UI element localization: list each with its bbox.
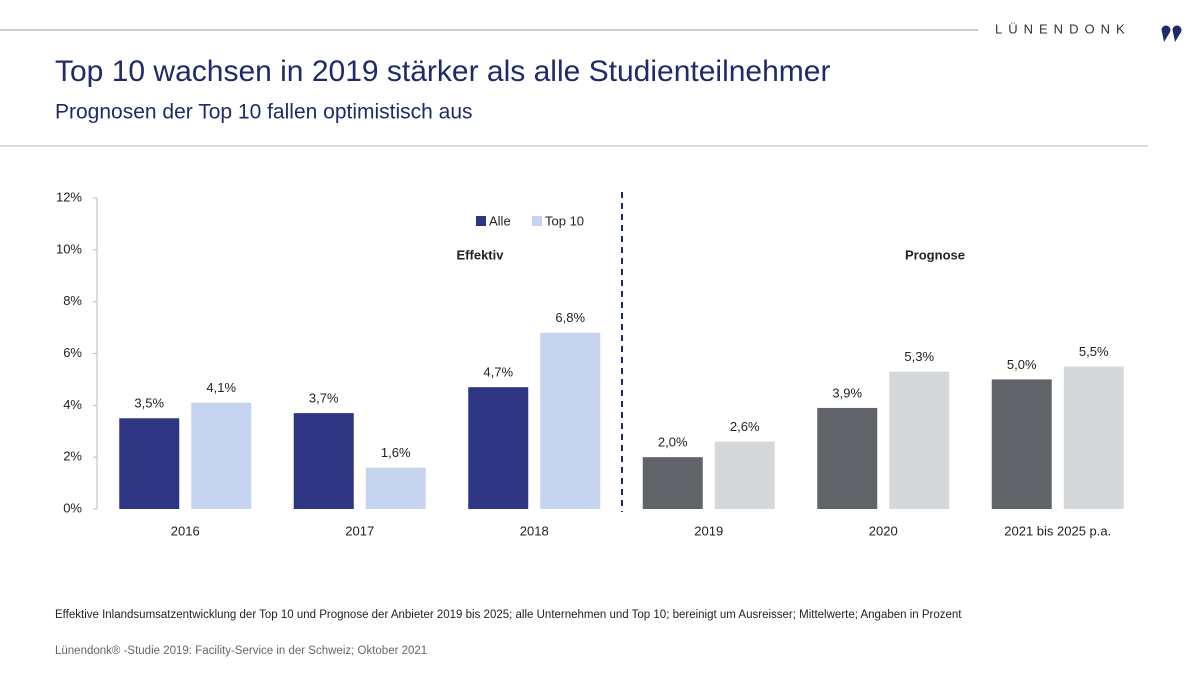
footnote: Effektive Inlandsumsatzentwicklung der T… <box>55 609 962 621</box>
subtitle: Prognosen der Top 10 fallen optimistisch… <box>55 101 473 124</box>
source: Lünendonk® -Studie 2019: Facility-Servic… <box>55 645 427 657</box>
value-label: 5,0% <box>1007 357 1037 372</box>
bar <box>817 407 878 509</box>
bar <box>468 387 529 509</box>
bar <box>191 402 252 509</box>
legend-swatch <box>532 216 542 226</box>
legend-label: Top 10 <box>545 213 584 228</box>
value-label: 4,7% <box>483 365 513 380</box>
x-tick-label: 2016 <box>171 523 200 538</box>
y-tick-label: 0% <box>63 500 82 515</box>
bar <box>540 332 601 509</box>
title: Top 10 wachsen in 2019 stärker als alle … <box>55 55 830 88</box>
annotation: Prognose <box>905 247 965 262</box>
x-tick-label: 2021 bis 2025 p.a. <box>1004 523 1111 538</box>
y-tick-label: 2% <box>63 449 82 464</box>
y-tick-label: 10% <box>56 241 82 256</box>
legend-label: Alle <box>489 213 511 228</box>
bar <box>293 413 354 509</box>
y-tick-label: 12% <box>56 189 82 204</box>
annotation: Effektiv <box>457 247 505 262</box>
bar <box>1063 366 1124 509</box>
bar <box>714 441 775 509</box>
x-tick-label: 2020 <box>869 523 898 538</box>
value-label: 2,0% <box>658 435 688 450</box>
x-tick-label: 2019 <box>694 523 723 538</box>
bar <box>991 379 1052 509</box>
bar <box>642 457 703 509</box>
value-label: 1,6% <box>381 445 411 460</box>
value-label: 2,6% <box>730 419 760 434</box>
x-tick-label: 2017 <box>345 523 374 538</box>
logo: LÜNENDONK <box>995 21 1131 36</box>
value-label: 5,5% <box>1079 344 1109 359</box>
bar <box>119 418 180 509</box>
value-label: 6,8% <box>555 310 585 325</box>
legend-swatch <box>476 216 486 226</box>
value-label: 3,5% <box>134 396 164 411</box>
value-label: 3,9% <box>832 385 862 400</box>
y-tick-label: 6% <box>63 345 82 360</box>
value-label: 3,7% <box>309 391 339 406</box>
bar <box>889 371 950 509</box>
value-label: 4,1% <box>206 380 236 395</box>
y-tick-label: 8% <box>63 293 82 308</box>
logo-mark <box>1161 25 1182 42</box>
x-tick-label: 2018 <box>520 523 549 538</box>
y-tick-label: 4% <box>63 397 82 412</box>
bar <box>365 467 426 509</box>
value-label: 5,3% <box>904 349 934 364</box>
